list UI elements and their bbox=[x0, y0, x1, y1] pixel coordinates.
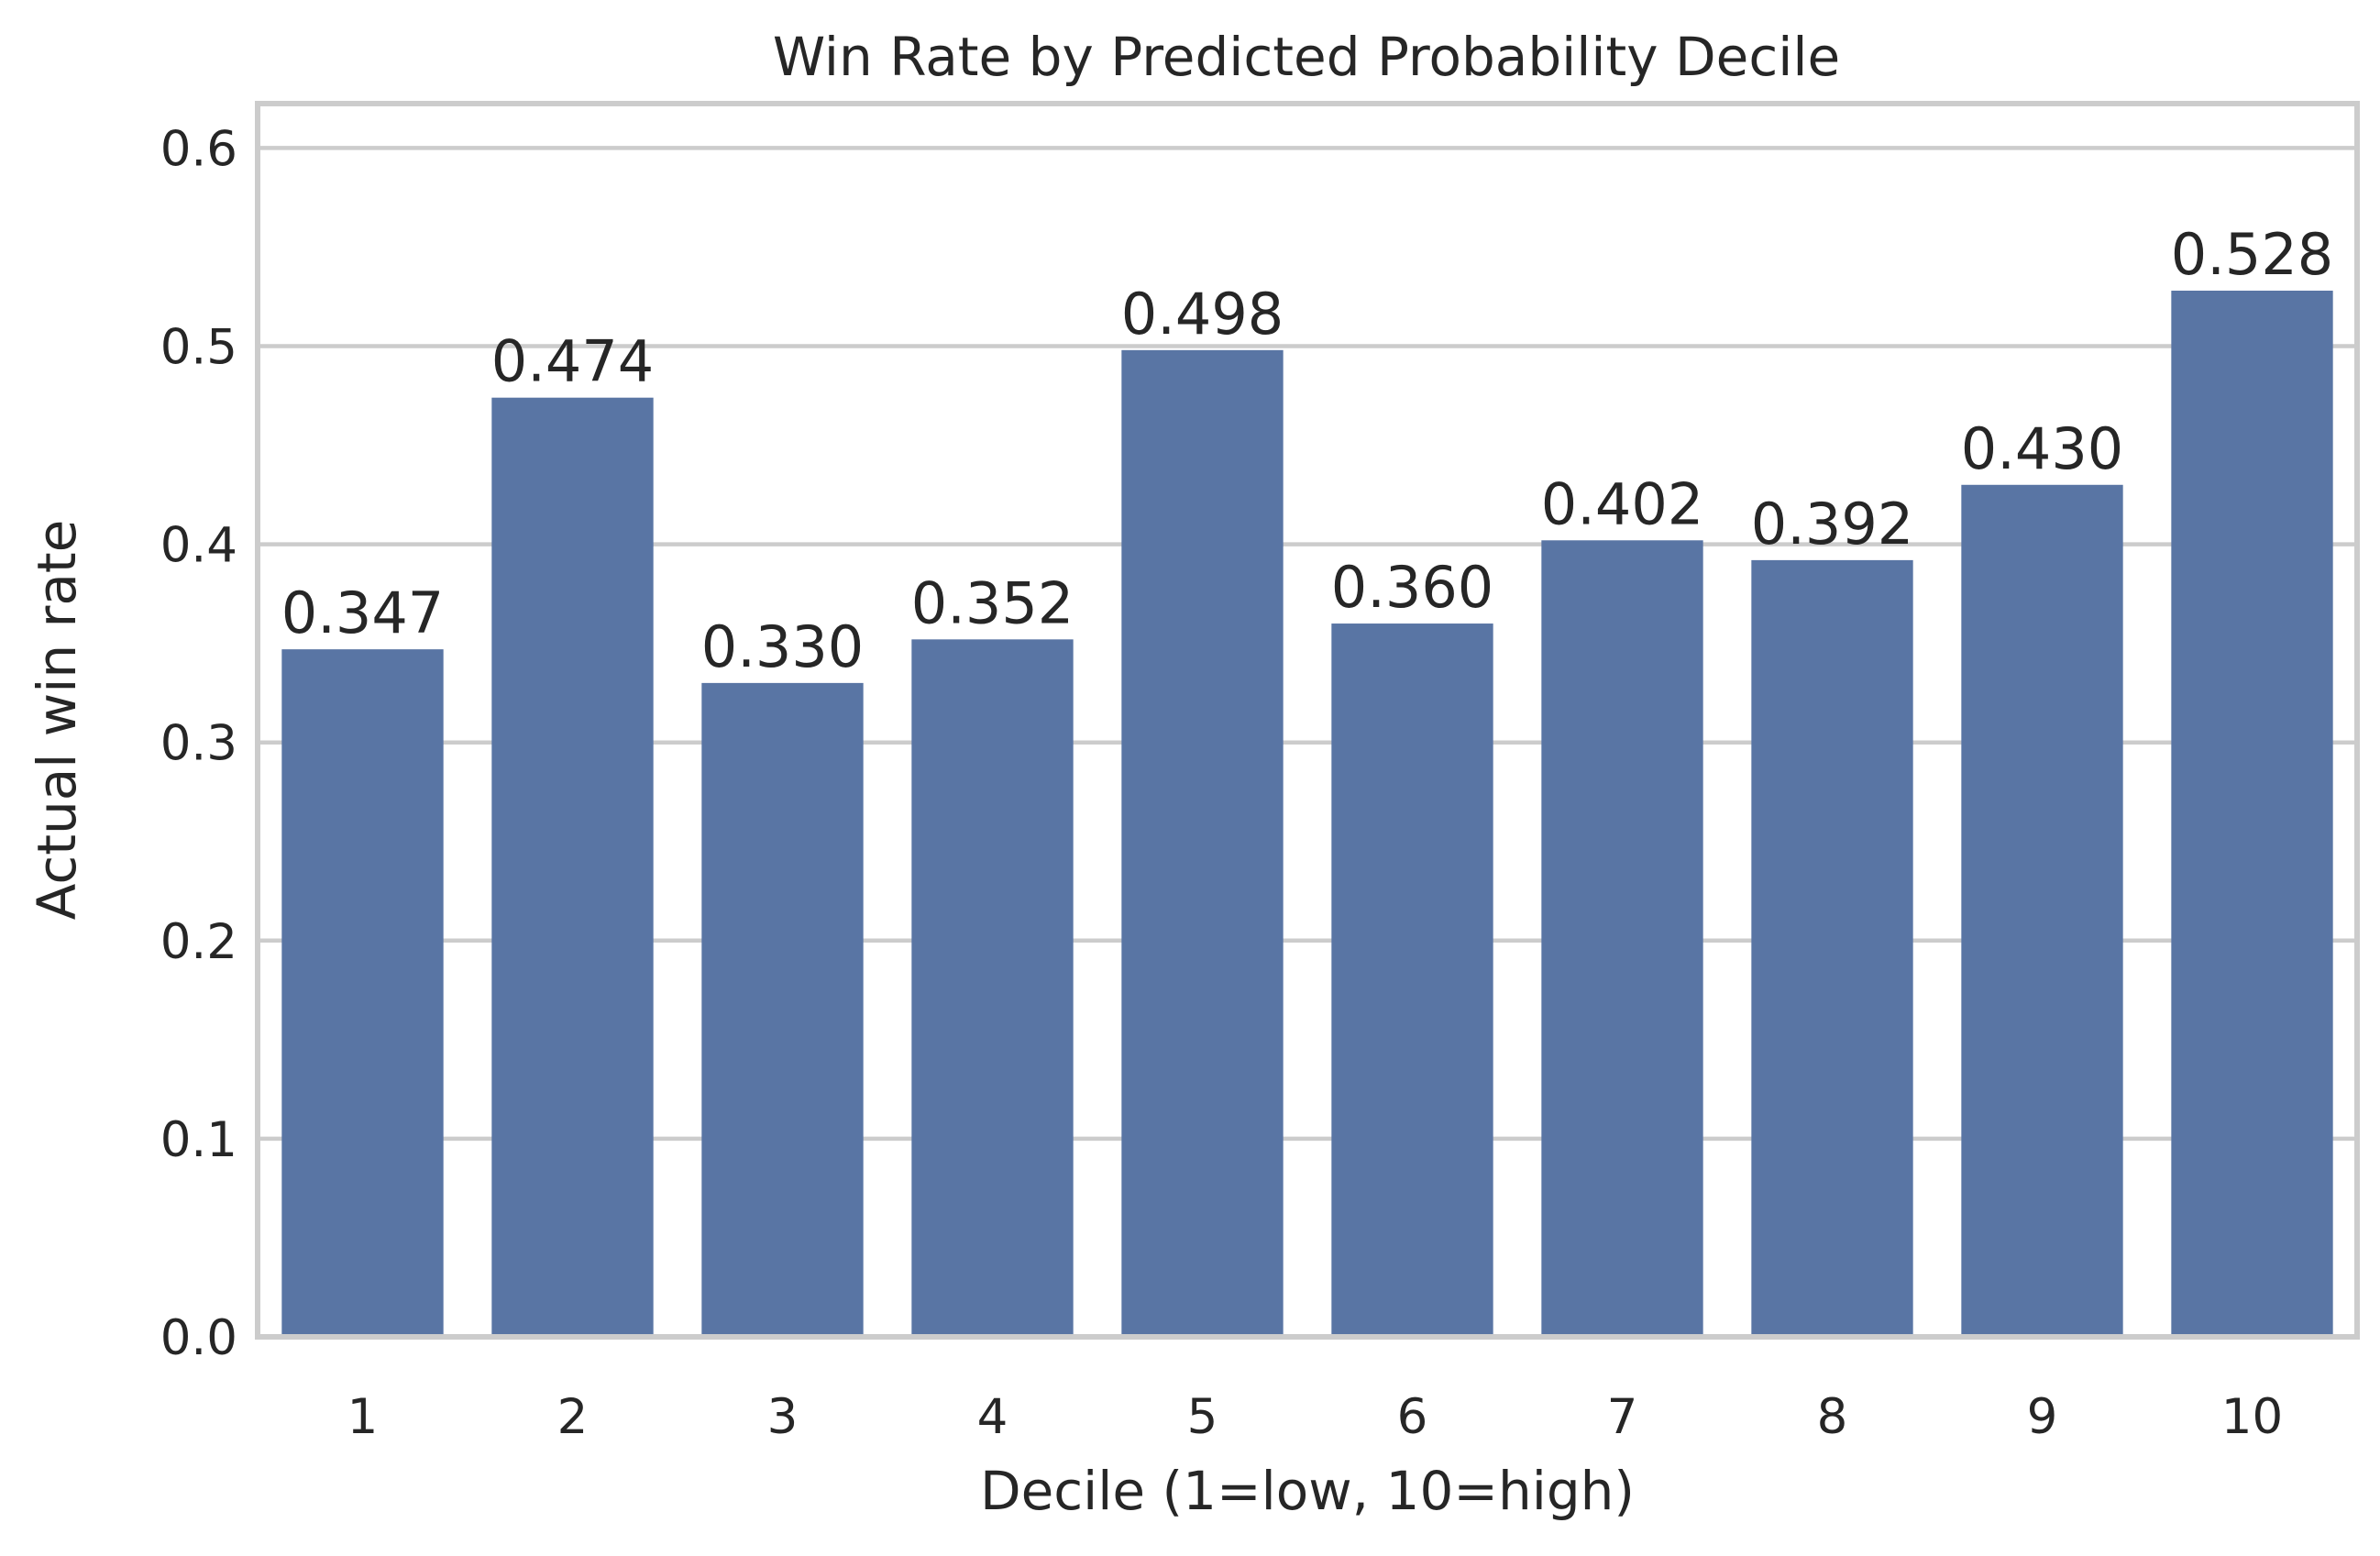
bar-value-label: 0.347 bbox=[281, 579, 445, 646]
bar-value-label: 0.360 bbox=[1331, 554, 1494, 621]
bar bbox=[491, 397, 654, 1337]
bar bbox=[1541, 540, 1703, 1337]
bar bbox=[1961, 484, 2123, 1337]
bar-value-label: 0.474 bbox=[491, 328, 655, 395]
y-tick-label: 0.1 bbox=[160, 1112, 237, 1168]
x-tick-label: 3 bbox=[767, 1389, 799, 1445]
bar bbox=[2171, 290, 2333, 1337]
bar bbox=[281, 649, 444, 1337]
x-axis-label: Decile (1=low, 10=high) bbox=[980, 1460, 1635, 1522]
y-axis-ticks: 0.0 0.1 0.2 0.3 0.4 0.5 0.6 bbox=[160, 121, 237, 1366]
x-tick-label: 4 bbox=[977, 1389, 1008, 1445]
x-tick-label: 10 bbox=[2221, 1389, 2283, 1445]
y-tick-label: 0.5 bbox=[160, 320, 237, 376]
x-tick-label: 6 bbox=[1397, 1389, 1428, 1445]
x-tick-label: 5 bbox=[1187, 1389, 1218, 1445]
x-tick-label: 2 bbox=[557, 1389, 589, 1445]
x-tick-label: 7 bbox=[1607, 1389, 1638, 1445]
bar-value-label: 0.402 bbox=[1541, 470, 1704, 537]
bar-value-label: 0.430 bbox=[1961, 415, 2124, 482]
x-axis-ticks: 1 2 3 4 5 6 7 8 9 10 bbox=[347, 1389, 2284, 1445]
x-tick-label: 9 bbox=[2027, 1389, 2058, 1445]
bar bbox=[1751, 559, 1913, 1337]
y-axis-label: Actual win rate bbox=[26, 520, 88, 921]
bar bbox=[1331, 624, 1493, 1337]
y-tick-label: 0.2 bbox=[160, 914, 237, 970]
bar bbox=[911, 639, 1074, 1337]
x-tick-label: 1 bbox=[347, 1389, 379, 1445]
y-tick-label: 0.4 bbox=[160, 518, 237, 574]
y-tick-label: 0.0 bbox=[160, 1310, 237, 1366]
bar-value-label: 0.392 bbox=[1751, 491, 1914, 557]
y-tick-label: 0.6 bbox=[160, 121, 237, 177]
bar-value-label: 0.528 bbox=[2171, 221, 2334, 288]
bar bbox=[701, 682, 864, 1337]
bar bbox=[1121, 349, 1284, 1337]
bar-value-label: 0.352 bbox=[911, 569, 1074, 636]
chart-title: Win Rate by Predicted Probability Decile bbox=[773, 26, 1840, 88]
plot-frame bbox=[255, 101, 2360, 1340]
y-tick-label: 0.3 bbox=[160, 716, 237, 772]
bar-value-label: 0.498 bbox=[1121, 281, 1284, 348]
data-labels: 0.347 0.474 0.330 0.352 0.498 0.360 0.402 0.392… bbox=[281, 221, 2334, 680]
bars bbox=[281, 290, 2333, 1337]
bar-value-label: 0.330 bbox=[701, 613, 865, 680]
x-tick-label: 8 bbox=[1817, 1389, 1848, 1445]
